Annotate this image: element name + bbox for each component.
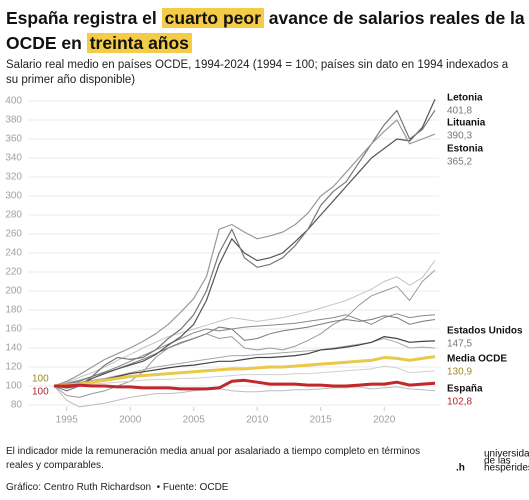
x-tick-label: 2010 — [246, 415, 269, 426]
logo-mark: .h — [456, 463, 465, 474]
logo-text: hespérides — [484, 463, 529, 474]
y-tick-label: 320 — [5, 172, 22, 183]
title-highlight: treinta años — [86, 33, 192, 53]
y-tick-label: 220 — [5, 267, 22, 278]
x-tick-label: 2020 — [373, 415, 396, 426]
series-line — [53, 315, 436, 387]
start-value-label: 100 — [32, 374, 49, 385]
y-tick-label: 140 — [5, 343, 22, 354]
series-line — [53, 313, 436, 387]
y-tick-label: 380 — [5, 115, 22, 126]
title-highlight: cuarto peor — [161, 8, 264, 28]
series-line — [53, 355, 436, 388]
series-label: Lituania — [447, 118, 486, 129]
y-tick-label: 240 — [5, 248, 22, 259]
source: Gráfico: Centro Ruth Richardson • Fuente… — [6, 482, 229, 493]
x-tick-label: 1995 — [56, 415, 79, 426]
series-line — [53, 336, 436, 387]
x-tick-label: 2015 — [310, 415, 333, 426]
title-part: avance de salarios reales de la OCDE en — [6, 8, 525, 53]
x-tick-label: 2005 — [183, 415, 206, 426]
series-line — [54, 378, 436, 391]
end-value-label: 390,3 — [447, 131, 472, 142]
x-tick-label: 2000 — [119, 415, 142, 426]
series-label: Media OCDE — [447, 354, 507, 365]
footnote: El indicador mide la remuneración media … — [6, 446, 421, 471]
y-tick-label: 100 — [5, 381, 22, 392]
y-tick-label: 180 — [5, 305, 22, 316]
series-line — [53, 109, 436, 392]
y-tick-label: 200 — [5, 286, 22, 297]
title-part: España registra el — [6, 8, 162, 28]
series-label: Letonia — [447, 93, 483, 104]
y-tick-label: 340 — [5, 153, 22, 164]
end-value-label: 147,5 — [447, 339, 472, 350]
start-value-label: 100 — [32, 387, 49, 398]
y-tick-label: 120 — [5, 362, 22, 373]
y-tick-label: 160 — [5, 324, 22, 335]
series-label: Estonia — [447, 144, 484, 155]
y-tick-label: 360 — [5, 134, 22, 145]
y-tick-label: 300 — [5, 191, 22, 202]
series-line — [53, 99, 436, 389]
chart-title: España registra el cuarto peor avance de… — [6, 6, 526, 56]
series-label: Estados Unidos — [447, 326, 523, 337]
end-value-label: 102,8 — [447, 397, 472, 408]
end-value-label: 401,8 — [447, 106, 472, 117]
end-value-label: 130,9 — [447, 367, 472, 378]
y-tick-label: 280 — [5, 210, 22, 221]
series-line — [53, 365, 436, 387]
end-value-label: 365,2 — [447, 157, 472, 168]
y-tick-label: 80 — [11, 400, 23, 411]
series-label: España — [447, 384, 483, 395]
series-line — [53, 260, 436, 387]
subtitle: Salario real medio en países OCDE, 1994-… — [6, 59, 509, 86]
series-line — [53, 385, 436, 408]
y-tick-label: 260 — [5, 229, 22, 240]
series-line — [53, 119, 436, 387]
y-tick-label: 400 — [5, 96, 22, 107]
logo-text: de las — [484, 456, 511, 467]
